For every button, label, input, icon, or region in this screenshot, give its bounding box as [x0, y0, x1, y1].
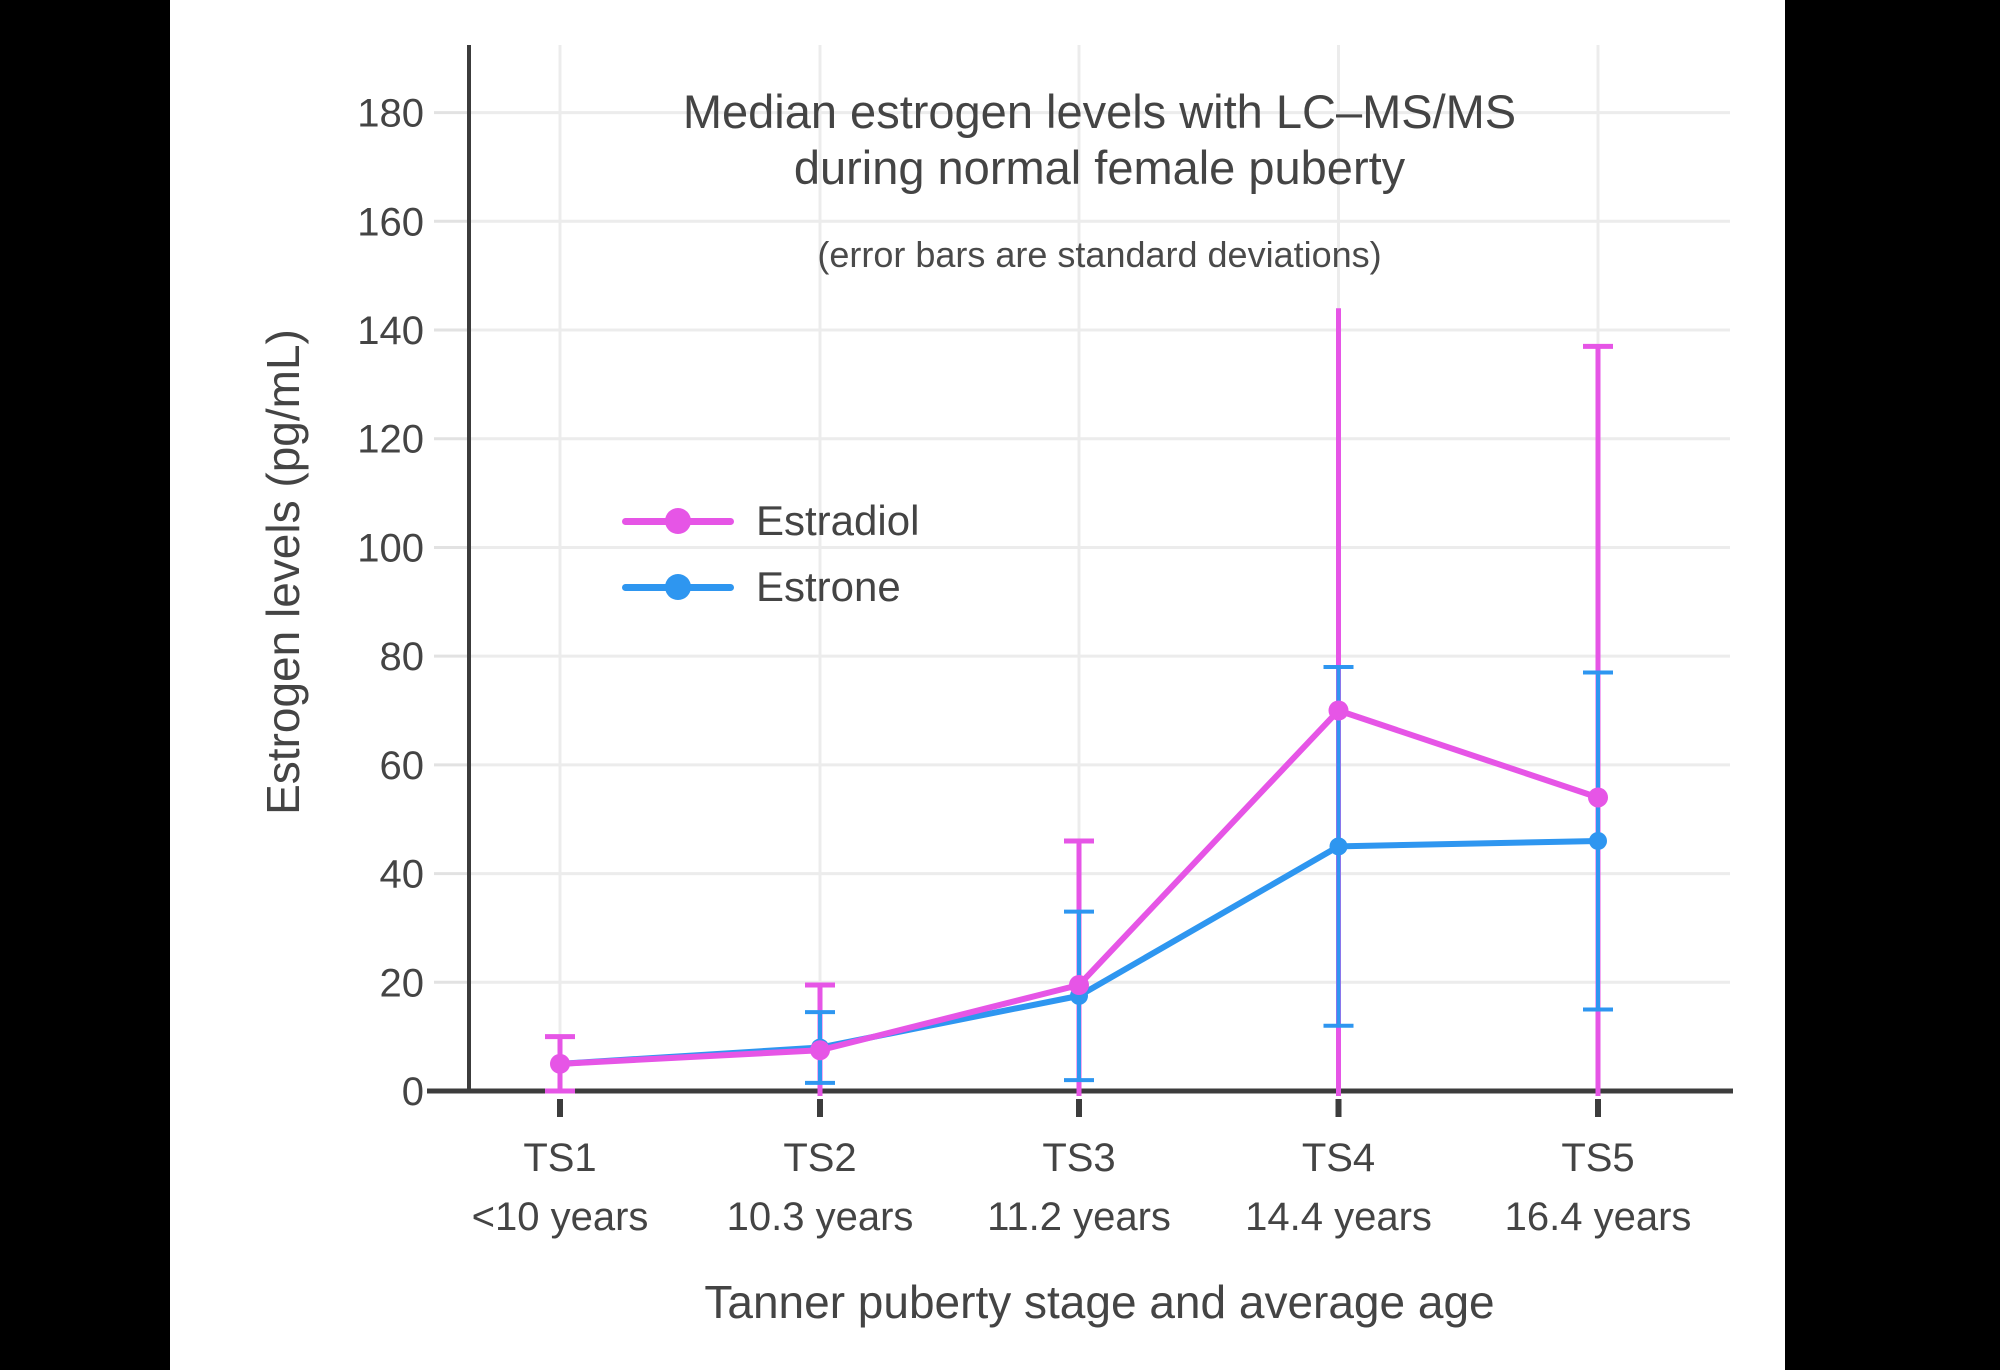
- x-tick-stage-TS1: TS1: [523, 1136, 596, 1180]
- y-tick-label-120: 120: [357, 418, 424, 462]
- estradiol-marker-TS3: [1069, 975, 1089, 996]
- estradiol-marker-TS4: [1328, 700, 1349, 721]
- y-tick-label-20: 20: [380, 961, 425, 1005]
- x-tick-age-TS2: 10.3 years: [727, 1195, 914, 1239]
- y-tick-label-100: 100: [357, 526, 424, 570]
- y-tick-label-40: 40: [380, 853, 425, 897]
- legend-label-estradiol: Estradiol: [756, 497, 920, 544]
- y-tick-label-160: 160: [357, 200, 424, 244]
- legend-item-estradiol: Estradiol: [622, 498, 919, 544]
- y-axis-title: Estrogen levels (pg/mL): [257, 329, 309, 815]
- x-axis-title: Tanner puberty stage and average age: [704, 1276, 1495, 1328]
- estrone-marker-TS4: [1329, 837, 1348, 856]
- estrone-marker-TS5: [1589, 831, 1607, 850]
- y-tick-label-60: 60: [380, 744, 425, 788]
- y-tick-label-140: 140: [357, 309, 424, 353]
- y-tick-label-80: 80: [380, 635, 425, 679]
- x-tick-age-TS1: <10 years: [472, 1195, 649, 1239]
- chart-title-line-1: Median estrogen levels with LC–MS/MS: [682, 85, 1517, 138]
- x-tick-stage-TS5: TS5: [1561, 1136, 1634, 1180]
- x-tick-stage-TS2: TS2: [783, 1136, 856, 1180]
- x-tick-age-TS4: 14.4 years: [1245, 1195, 1432, 1239]
- estradiol-marker-TS5: [1588, 787, 1608, 808]
- y-tick-label-180: 180: [357, 92, 424, 136]
- estradiol-marker-TS2: [810, 1040, 830, 1061]
- estradiol-line-swatch: [622, 508, 734, 534]
- chart-subtitle: (error bars are standard deviations): [817, 234, 1382, 275]
- legend: Estradiol Estrone: [622, 498, 919, 630]
- legend-item-estrone: Estrone: [622, 564, 919, 610]
- chart-panel: [170, 0, 1785, 1370]
- x-tick-age-TS3: 11.2 years: [987, 1195, 1171, 1239]
- x-tick-age-TS5: 16.4 years: [1505, 1195, 1692, 1239]
- y-tick-label-0: 0: [402, 1070, 424, 1114]
- chart-title-line-2: during normal female puberty: [793, 141, 1406, 194]
- x-tick-stage-TS4: TS4: [1302, 1136, 1375, 1180]
- x-tick-stage-TS3: TS3: [1042, 1136, 1115, 1180]
- legend-label-estrone: Estrone: [756, 563, 901, 610]
- estrone-line-swatch: [622, 574, 734, 600]
- estradiol-marker-TS1: [550, 1053, 570, 1074]
- estradiol-markers: [550, 700, 1608, 1074]
- chart-title: Median estrogen levels with LC–MS/MS dur…: [469, 84, 1730, 196]
